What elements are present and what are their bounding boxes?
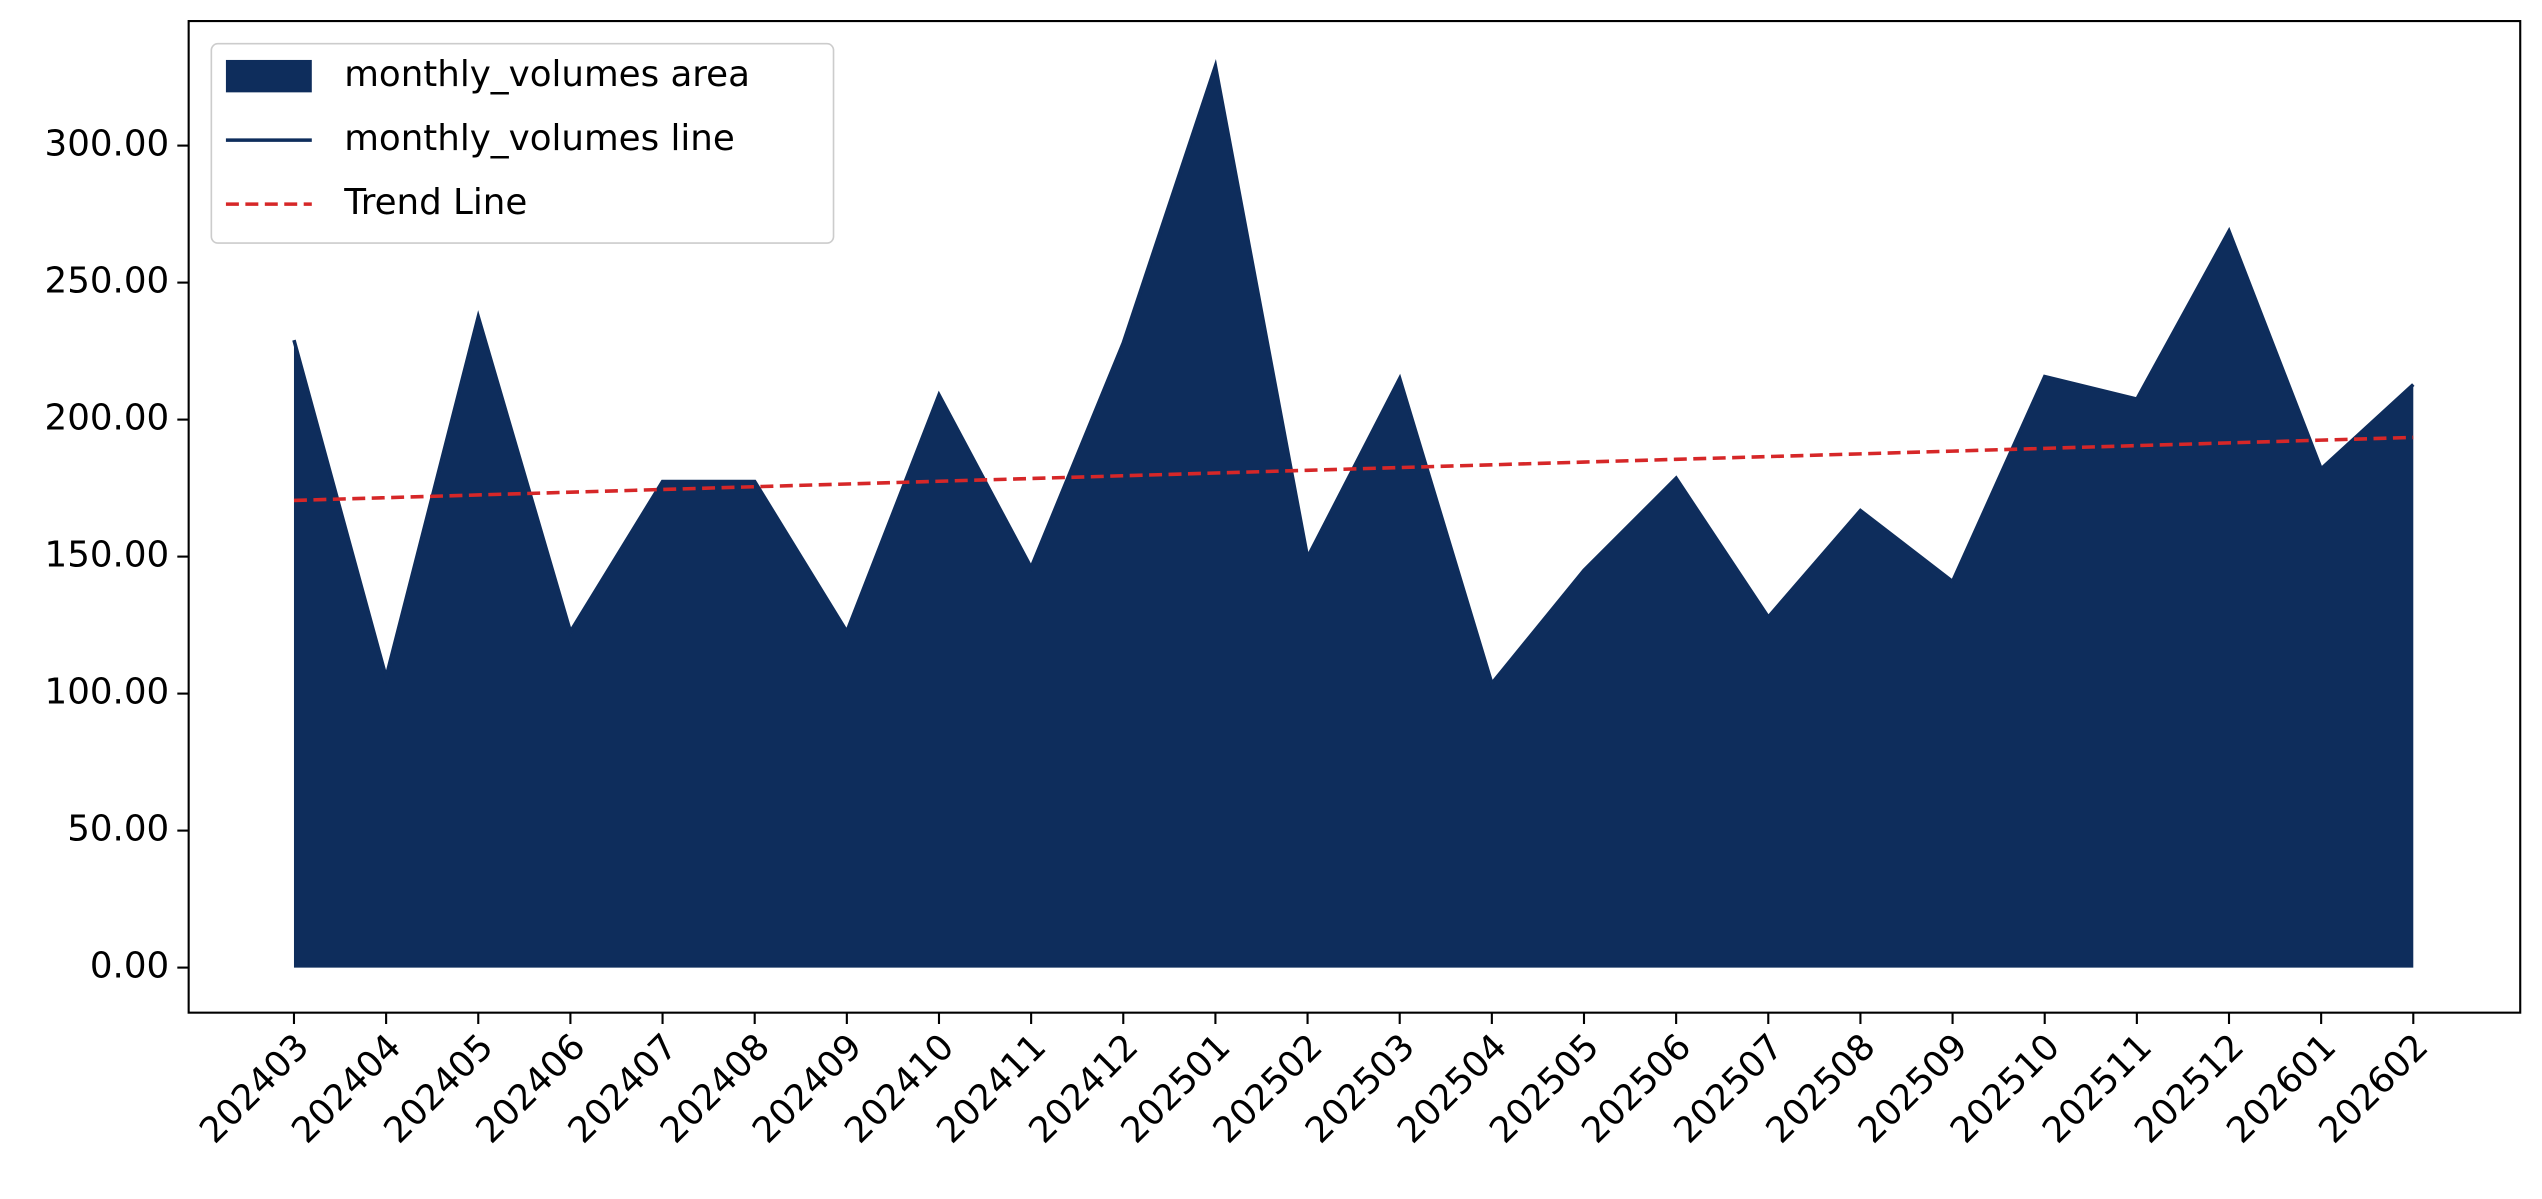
legend-box [210,42,835,244]
legend-label: monthly_volumes line [344,118,735,159]
legend-label: Trend Line [343,182,527,223]
y-tick-label: 0.00 [90,946,169,987]
plot-frame [187,20,2522,1014]
trend-line [293,435,2414,503]
y-tick-label: 300.00 [45,124,170,165]
legend-label: monthly_volumes area [344,54,750,95]
y-tick-label: 150.00 [45,535,170,576]
legend-swatch [225,59,312,93]
y-tick-label: 50.00 [67,809,169,850]
area [293,66,2414,968]
y-tick-label: 200.00 [45,398,170,439]
y-tick-label: 250.00 [45,261,170,302]
y-tick-label: 100.00 [45,672,170,713]
